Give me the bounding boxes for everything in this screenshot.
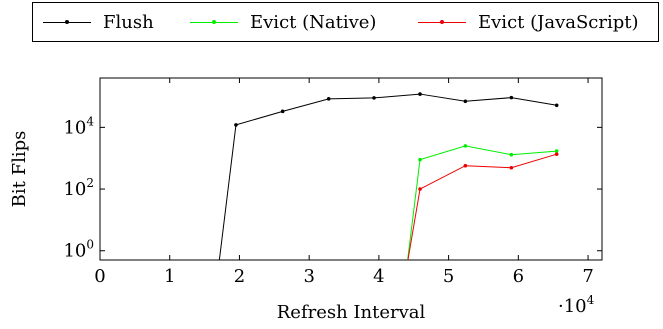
y-axis-label: Bit Flips xyxy=(9,131,30,208)
x-tick-label: 1 xyxy=(164,266,175,287)
chart-legend: Flush Evict (Native) Evict (JavaScript) xyxy=(32,2,659,42)
data-point-flush xyxy=(217,265,221,269)
x-axis-label: Refresh Interval xyxy=(277,302,426,323)
data-point-evict-native xyxy=(463,144,468,148)
x-multiplier-exponent: 4 xyxy=(587,293,595,307)
x-tick-label: 3 xyxy=(303,266,314,287)
plot-frame xyxy=(99,77,603,261)
y-tick-label: 104 xyxy=(63,114,94,138)
series-line-evict-javascript xyxy=(407,153,557,260)
axis-ticks: 0 1 2 3 4 5 6 7 100 102 104 xyxy=(63,78,602,287)
data-point-flush xyxy=(509,95,514,100)
x-tick-label: 5 xyxy=(443,266,454,287)
legend-label-flush: Flush xyxy=(103,11,154,33)
x-tick-label: 6 xyxy=(513,266,524,287)
data-point-flush xyxy=(280,109,285,114)
x-axis-multiplier: ·104 xyxy=(558,293,595,317)
series-line-flush xyxy=(218,93,557,260)
legend-item-evict-native: Evict (Native) xyxy=(190,3,376,41)
legend-swatch-flush xyxy=(43,20,91,24)
data-point-flush xyxy=(326,97,331,101)
data-point-evict-javascript xyxy=(509,165,514,170)
data-point-flush xyxy=(234,123,238,127)
legend-item-flush: Flush xyxy=(43,3,154,41)
legend-label-evict-native: Evict (Native) xyxy=(250,11,377,33)
data-point-evict-native xyxy=(418,157,422,162)
x-multiplier-base: ·10 xyxy=(558,296,587,317)
data-point-flush xyxy=(463,99,468,104)
data-point-evict-native xyxy=(509,152,514,157)
data-point-evict-javascript xyxy=(463,163,468,168)
legend-swatch-evict-native xyxy=(190,20,238,24)
x-tick-label: 4 xyxy=(373,266,384,287)
data-point-evict-javascript xyxy=(554,152,559,156)
legend-swatch-evict-javascript xyxy=(418,20,466,24)
series-group xyxy=(217,92,559,269)
x-tick-label: 2 xyxy=(234,266,245,287)
legend-item-evict-javascript: Evict (JavaScript) xyxy=(418,3,639,41)
data-point-flush xyxy=(554,103,559,108)
data-point-evict-native xyxy=(554,149,559,153)
series-line-evict-native xyxy=(407,145,557,260)
y-tick-label: 102 xyxy=(63,176,94,200)
x-tick-label: 0 xyxy=(94,266,105,287)
legend-label-evict-javascript: Evict (JavaScript) xyxy=(478,11,639,33)
data-point-flush xyxy=(418,92,422,96)
data-point-evict-javascript xyxy=(418,187,422,191)
data-point-flush xyxy=(372,96,376,100)
data-point-evict-native xyxy=(405,265,409,269)
x-tick-label: 7 xyxy=(582,266,593,287)
y-tick-label: 100 xyxy=(63,238,94,262)
data-point-evict-javascript xyxy=(405,265,409,269)
